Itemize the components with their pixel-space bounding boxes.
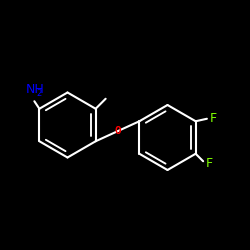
Text: O: O — [114, 126, 121, 136]
Text: F: F — [210, 112, 216, 125]
Text: F: F — [206, 157, 213, 170]
Text: NH: NH — [26, 83, 44, 96]
Text: 2: 2 — [37, 88, 42, 98]
